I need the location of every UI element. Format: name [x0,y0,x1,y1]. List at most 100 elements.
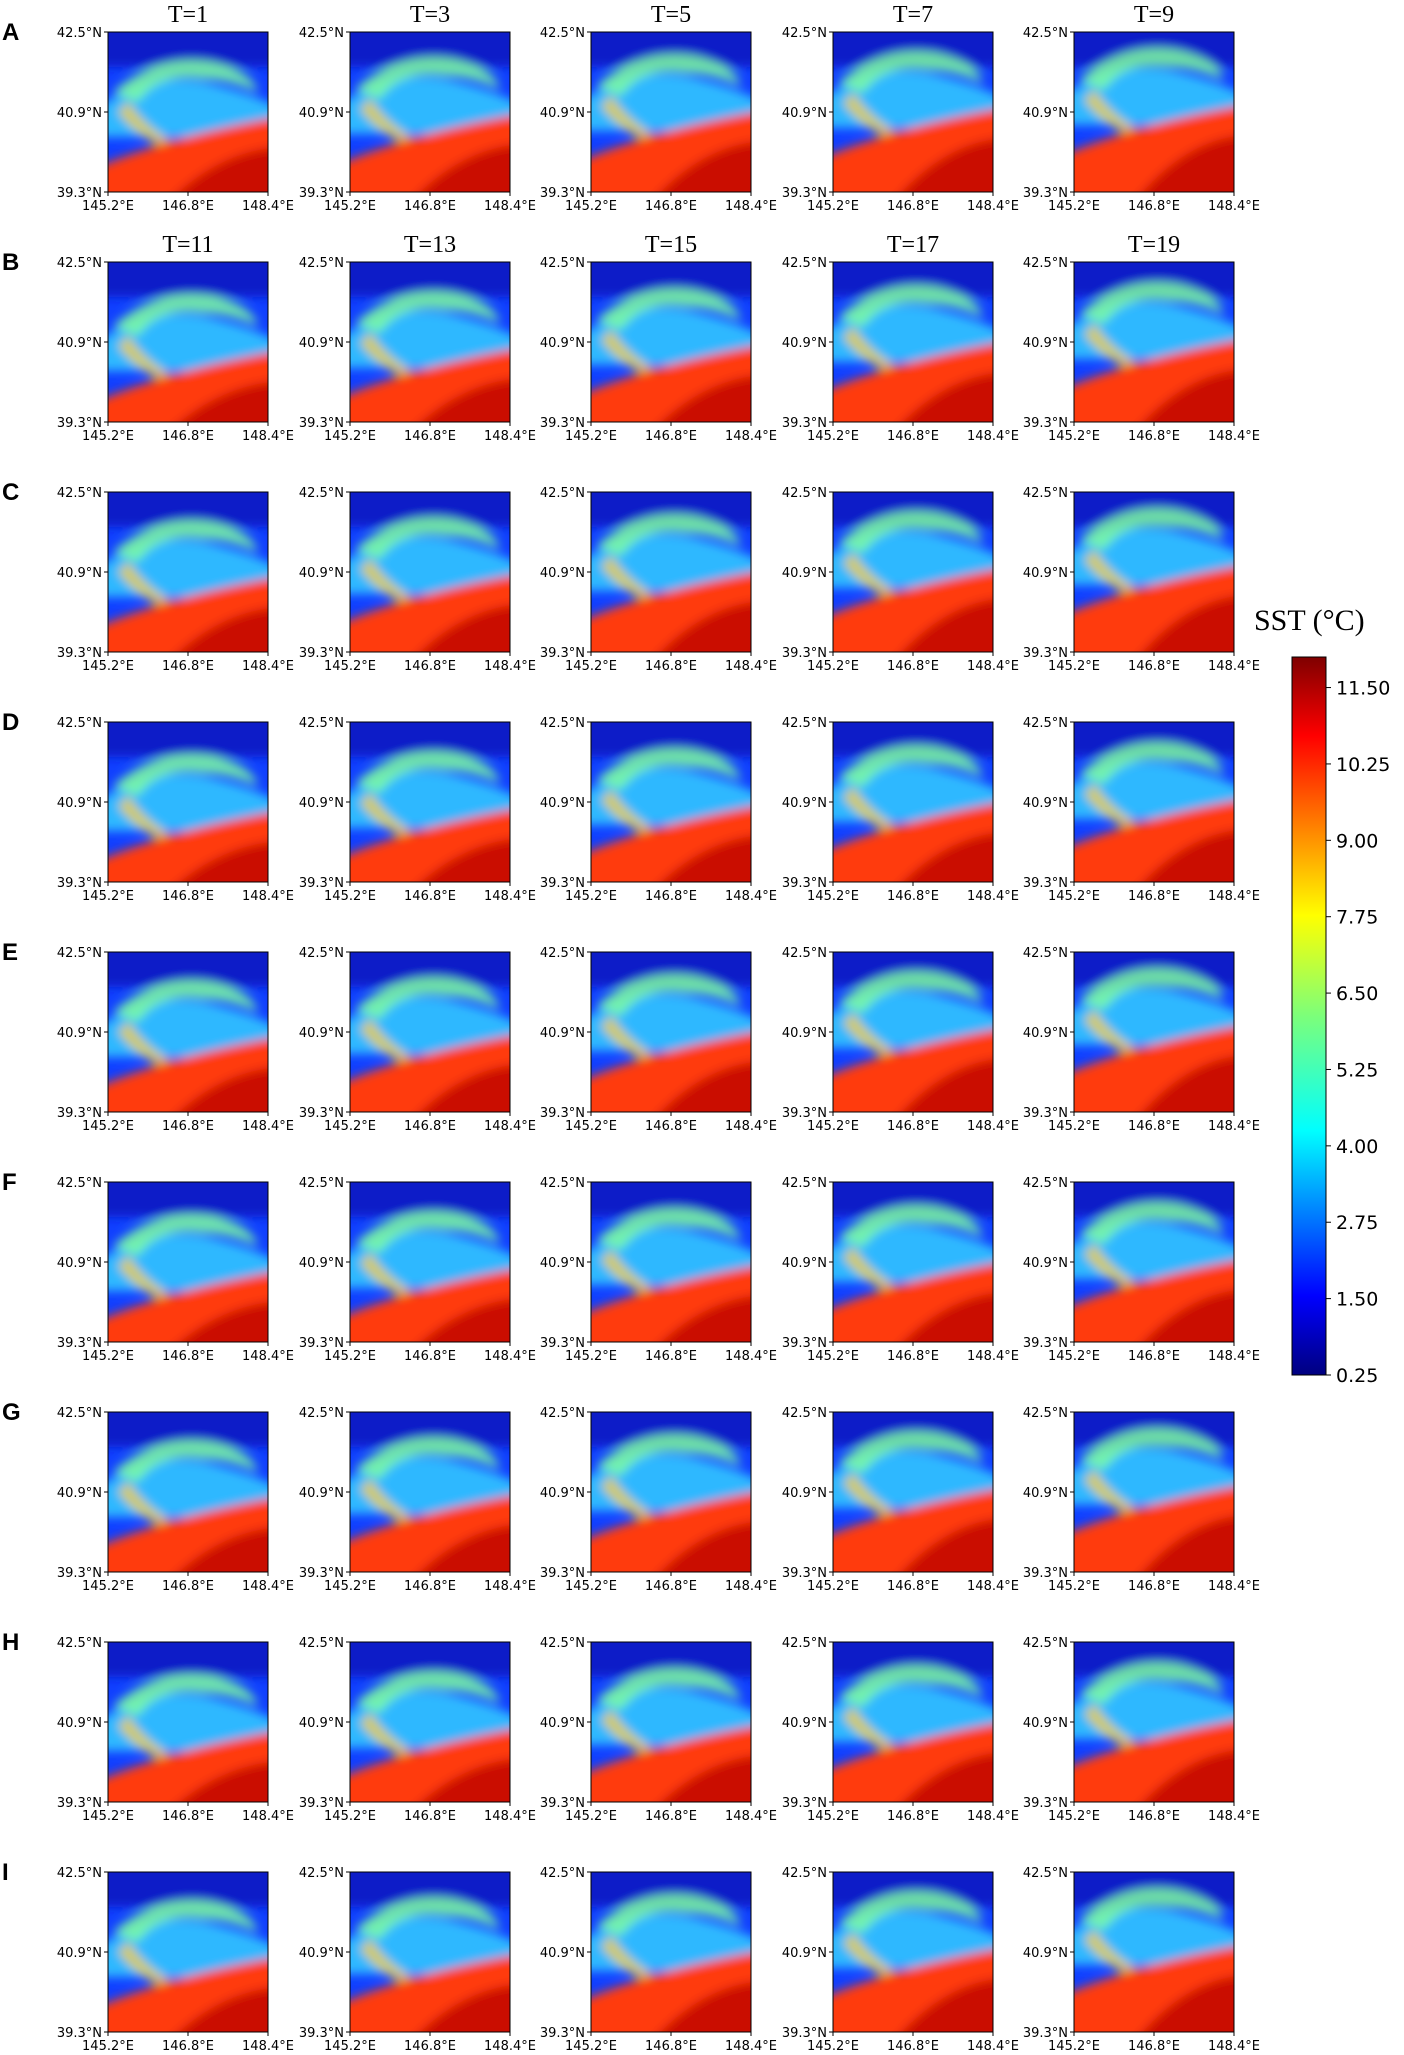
x-tick-label: 146.8°E [162,2039,214,2054]
x-tick-label: 146.8°E [162,1809,214,1824]
y-tick-label: 39.3°N [299,876,344,891]
y-tick-label: 42.5°N [1023,26,1068,41]
y-tick-label: 39.3°N [540,1796,585,1811]
y-tick-label: 40.9°N [299,106,344,121]
x-tick-label: 146.8°E [1128,2039,1180,2054]
y-tick-label: 42.5°N [540,26,585,41]
y-tick-label: 42.5°N [299,1176,344,1191]
y-tick-label: 39.3°N [1023,1796,1068,1811]
x-tick-label: 145.2°E [565,889,617,904]
y-tick-label: 40.9°N [540,336,585,351]
x-tick-label: 148.4°E [242,1119,294,1134]
x-tick-label: 146.8°E [887,199,939,214]
x-tick-label: 148.4°E [1208,2039,1260,2054]
x-tick-label: 145.2°E [1048,1809,1100,1824]
y-tick-label: 39.3°N [782,646,827,661]
x-tick-label: 145.2°E [82,659,134,674]
y-tick-label: 39.3°N [540,1566,585,1581]
x-tick-label: 145.2°E [324,1119,376,1134]
x-tick-label: 148.4°E [1208,889,1260,904]
y-tick-label: 42.5°N [1023,1636,1068,1651]
y-tick-label: 42.5°N [540,486,585,501]
colorbar-tick-label: 1.50 [1336,1289,1378,1311]
x-tick-label: 148.4°E [1208,1119,1260,1134]
x-tick-label: 145.2°E [565,429,617,444]
y-tick-label: 40.9°N [782,1026,827,1041]
y-tick-label: 42.5°N [782,946,827,961]
colorbar: SST (°C) 11.50 10.25 9.00 7.75 6.50 5.25 4.00 2… [1254,604,1390,1387]
y-tick-label: 39.3°N [540,1336,585,1351]
x-tick-label: 145.2°E [565,1809,617,1824]
x-tick-label: 145.2°E [1048,429,1100,444]
y-tick-label: 40.9°N [782,1486,827,1501]
y-tick-label: 42.5°N [782,1636,827,1651]
y-tick-label: 40.9°N [57,106,102,121]
y-tick-label: 40.9°N [782,566,827,581]
y-tick-label: 40.9°N [782,1716,827,1731]
y-tick-label: 40.9°N [540,1026,585,1041]
x-tick-label: 145.2°E [565,1349,617,1364]
x-tick-label: 145.2°E [324,429,376,444]
colorbar-tick-label: 4.00 [1336,1136,1378,1158]
y-tick-label: 42.5°N [782,486,827,501]
x-tick-label: 148.4°E [967,2039,1019,2054]
x-tick-label: 148.4°E [242,889,294,904]
colorbar-tick-label: 6.50 [1336,983,1378,1005]
y-tick-label: 42.5°N [1023,1866,1068,1881]
x-tick-label: 145.2°E [1048,1579,1100,1594]
y-tick-label: 39.3°N [540,416,585,431]
y-tick-label: 42.5°N [57,486,102,501]
x-tick-label: 146.8°E [404,2039,456,2054]
y-tick-label: 39.3°N [540,1106,585,1121]
x-tick-label: 146.8°E [887,1119,939,1134]
x-tick-label: 145.2°E [82,1579,134,1594]
y-tick-label: 39.3°N [57,1106,102,1121]
x-tick-label: 148.4°E [967,1119,1019,1134]
y-tick-label: 40.9°N [57,1256,102,1271]
x-tick-label: 145.2°E [565,1119,617,1134]
y-tick-label: 40.9°N [540,566,585,581]
y-tick-label: 42.5°N [1023,486,1068,501]
y-tick-label: 42.5°N [540,1866,585,1881]
x-tick-label: 146.8°E [162,1119,214,1134]
y-tick-label: 40.9°N [299,566,344,581]
y-tick-label: 40.9°N [540,1946,585,1961]
y-tick-label: 42.5°N [57,1406,102,1421]
y-tick-label: 39.3°N [540,646,585,661]
x-tick-label: 148.4°E [484,889,536,904]
y-tick-label: 40.9°N [299,1026,344,1041]
x-tick-label: 146.8°E [1128,429,1180,444]
x-tick-label: 145.2°E [82,889,134,904]
x-tick-label: 148.4°E [484,1349,536,1364]
x-tick-label: 145.2°E [82,1119,134,1134]
x-tick-label: 146.8°E [162,889,214,904]
x-tick-label: 146.8°E [404,199,456,214]
y-tick-label: 39.3°N [299,2026,344,2041]
y-tick-label: 40.9°N [57,336,102,351]
y-tick-label: 39.3°N [782,1106,827,1121]
x-tick-label: 146.8°E [887,2039,939,2054]
y-tick-label: 39.3°N [782,1796,827,1811]
y-tick-label: 42.5°N [299,486,344,501]
y-tick-label: 42.5°N [299,1866,344,1881]
x-tick-label: 148.4°E [967,1349,1019,1364]
y-tick-label: 42.5°N [57,1866,102,1881]
